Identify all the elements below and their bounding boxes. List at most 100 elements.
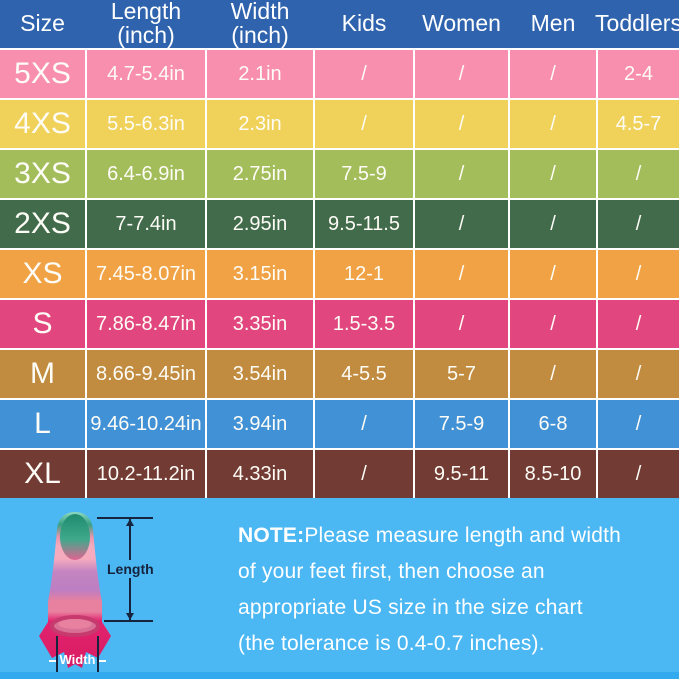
cell-toddlers: /: [598, 450, 679, 498]
table-row-3xs: 3XS 6.4-6.9in 2.75in 7.5-9 / / /: [0, 150, 679, 198]
cell-kids: 7.5-9: [315, 150, 413, 198]
table-row-l: L 9.46-10.24in 3.94in / 7.5-9 6-8 /: [0, 400, 679, 448]
note-bold-prefix: NOTE:: [238, 524, 305, 547]
cell-width: 3.35in: [207, 300, 313, 348]
size-chart-table: Size Length (inch) Width (inch) Kids Women…: [0, 0, 679, 498]
cell-length: 10.2-11.2in: [87, 450, 205, 498]
cell-women: 7.5-9: [415, 400, 508, 448]
cell-length: 9.46-10.24in: [87, 400, 205, 448]
cell-women: /: [415, 100, 508, 148]
cell-size: 4XS: [0, 100, 85, 148]
header-row: Size Length (inch) Width (inch) Kids Women…: [0, 0, 679, 48]
cell-toddlers: /: [598, 200, 679, 248]
note-line-3: appropriate US size in the size chart: [238, 596, 583, 619]
length-arrow-down-icon: [126, 613, 134, 620]
cell-length: 4.7-5.4in: [87, 50, 205, 98]
cell-women: /: [415, 50, 508, 98]
cell-size: XS: [0, 250, 85, 298]
header-label: Toddlers: [595, 10, 679, 37]
cell-length: 5.5-6.3in: [87, 100, 205, 148]
header-cell-toddlers: Toddlers: [595, 0, 679, 48]
cell-men: /: [510, 100, 596, 148]
cell-size: XL: [0, 450, 85, 498]
header-label: Kids: [341, 10, 387, 37]
cell-size: 2XS: [0, 200, 85, 248]
table-row-4xs: 4XS 5.5-6.3in 2.3in / / / 4.5-7: [0, 100, 679, 148]
cell-length: 6.4-6.9in: [87, 150, 205, 198]
cell-width: 3.54in: [207, 350, 313, 398]
header-label: Women: [422, 10, 501, 37]
width-dash-left: [49, 660, 56, 662]
cell-toddlers: /: [598, 400, 679, 448]
width-right-tick: [97, 636, 99, 672]
table-row-xl: XL 10.2-11.2in 4.33in / 9.5-11 8.5-10 /: [0, 450, 679, 498]
cell-width: 3.15in: [207, 250, 313, 298]
cell-toddlers: 2-4: [598, 50, 679, 98]
cell-size: S: [0, 300, 85, 348]
table-row-s: S 7.86-8.47in 3.35in 1.5-3.5 / / /: [0, 300, 679, 348]
table-row-2xs: 2XS 7-7.4in 2.95in 9.5-11.5 / / /: [0, 200, 679, 248]
cell-men: /: [510, 250, 596, 298]
width-label: Width: [59, 652, 96, 667]
cell-kids: 1.5-3.5: [315, 300, 413, 348]
header-sublabel: (inch): [117, 22, 175, 48]
length-top-tick: [97, 517, 153, 519]
cell-width: 4.33in: [207, 450, 313, 498]
cell-width: 2.1in: [207, 50, 313, 98]
cell-toddlers: /: [598, 250, 679, 298]
cell-kids: /: [315, 450, 413, 498]
cell-women: 5-7: [415, 350, 508, 398]
bottom-strip: [0, 672, 679, 679]
cell-men: 6-8: [510, 400, 596, 448]
cell-kids: 4-5.5: [315, 350, 413, 398]
header-label: Length: [110, 0, 182, 25]
cell-kids: /: [315, 50, 413, 98]
cell-men: /: [510, 350, 596, 398]
header-cell-women: Women: [415, 0, 508, 48]
length-label: Length: [104, 560, 157, 578]
swim-fin-illustration: [38, 510, 112, 670]
length-arrow-up-icon: [126, 519, 134, 526]
note-line-1-text: Please measure length and width: [304, 524, 622, 547]
cell-length: 7-7.4in: [87, 200, 205, 248]
table-row-m: M 8.66-9.45in 3.54in 4-5.5 5-7 / /: [0, 350, 679, 398]
note-line-4: (the tolerance is 0.4-0.7 inches).: [238, 632, 545, 655]
header-cell-width: Width (inch): [207, 0, 313, 48]
length-bottom-tick: [104, 620, 153, 622]
note-line-1: NOTE:Please measure length and width: [238, 518, 621, 554]
cell-kids: /: [315, 400, 413, 448]
cell-width: 2.75in: [207, 150, 313, 198]
cell-length: 7.45-8.07in: [87, 250, 205, 298]
cell-toddlers: /: [598, 150, 679, 198]
table-row-xs: XS 7.45-8.07in 3.15in 12-1 / / /: [0, 250, 679, 298]
cell-toddlers: 4.5-7: [598, 100, 679, 148]
table-row-5xs: 5XS 4.7-5.4in 2.1in / / / 2-4: [0, 50, 679, 98]
header-cell-men: Men: [510, 0, 596, 48]
cell-kids: 12-1: [315, 250, 413, 298]
cell-length: 8.66-9.45in: [87, 350, 205, 398]
cell-toddlers: /: [598, 300, 679, 348]
header-label: Size: [20, 10, 65, 37]
note-line-2: of your feet first, then choose an: [238, 560, 545, 583]
cell-size: L: [0, 400, 85, 448]
cell-size: 5XS: [0, 50, 85, 98]
cell-women: /: [415, 300, 508, 348]
cell-kids: 9.5-11.5: [315, 200, 413, 248]
header-sublabel: (inch): [231, 22, 289, 48]
cell-women: /: [415, 200, 508, 248]
header-label: Men: [530, 10, 576, 37]
width-left-tick: [56, 636, 58, 672]
header-cell-length: Length (inch): [87, 0, 205, 48]
note-text: NOTE:Please measure length and width of …: [238, 518, 621, 662]
cell-men: /: [510, 200, 596, 248]
swim-fin-icon: [39, 512, 111, 668]
cell-men: 8.5-10: [510, 450, 596, 498]
cell-width: 2.95in: [207, 200, 313, 248]
cell-men: /: [510, 150, 596, 198]
cell-toddlers: /: [598, 350, 679, 398]
header-cell-size: Size: [0, 0, 85, 48]
cell-width: 2.3in: [207, 100, 313, 148]
cell-width: 3.94in: [207, 400, 313, 448]
cell-men: /: [510, 50, 596, 98]
